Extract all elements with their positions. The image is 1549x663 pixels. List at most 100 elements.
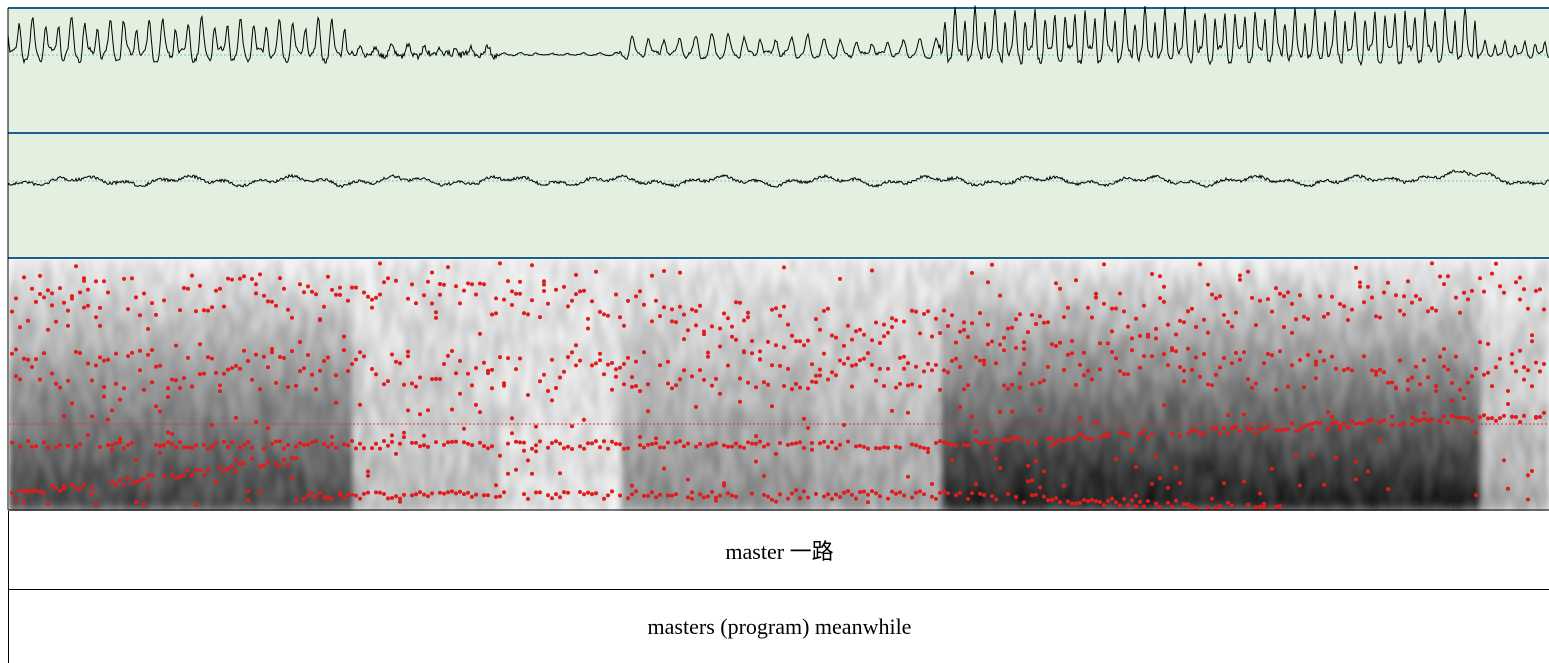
spectrogram-cell (929, 308, 933, 320)
spectrogram-cell (413, 284, 417, 296)
spectrogram-cell (733, 452, 737, 464)
spectrogram-cell (773, 380, 777, 392)
spectrogram-cell (277, 428, 281, 440)
spectrogram-cell (601, 332, 605, 344)
spectrogram-cell (317, 500, 321, 511)
spectrogram-cell (97, 452, 101, 464)
spectrogram-cell (493, 284, 497, 296)
spectrogram-cell (469, 392, 473, 404)
spectrogram-cell (169, 332, 173, 344)
spectrogram-cell (393, 260, 397, 272)
spectrogram-cell (501, 416, 505, 428)
spectrogram-cell (953, 392, 957, 404)
spectrogram-cell (613, 392, 617, 404)
spectrogram-cell (733, 428, 737, 440)
spectrogram-cell (105, 368, 109, 380)
spectrogram-cell (777, 464, 781, 476)
spectrogram-cell (289, 368, 293, 380)
spectrogram-cell (769, 392, 773, 404)
spectrogram-cell (333, 476, 337, 488)
spectrogram-cell (945, 284, 949, 296)
spectrogram-cell (125, 416, 129, 428)
spectrogram-cell (521, 380, 525, 392)
spectrogram-cell (549, 284, 553, 296)
spectrogram-cell (69, 332, 73, 344)
spectrogram-cell (753, 464, 757, 476)
spectrogram-cell (541, 488, 545, 500)
spectrogram-cell (617, 344, 621, 356)
spectrogram-cell (141, 356, 145, 368)
spectrogram-cell (237, 428, 241, 440)
spectrogram-cell (689, 476, 693, 488)
spectrogram-cell (493, 404, 497, 416)
spectrogram-cell (9, 368, 13, 380)
spectrogram-cell (541, 452, 545, 464)
spectrogram-cell (789, 296, 793, 308)
spectrogram-cell (877, 296, 881, 308)
spectrogram-cell (333, 380, 337, 392)
spectrogram-cell (137, 260, 141, 272)
spectrogram-cell (309, 392, 313, 404)
spectrogram-cell (433, 404, 437, 416)
spectrogram-cell (869, 308, 873, 320)
spectrogram-cell (353, 452, 357, 464)
spectrogram-cell (181, 392, 185, 404)
spectrogram-cell (329, 332, 333, 344)
spectrogram-cell (813, 332, 817, 344)
spectrogram-cell (533, 296, 537, 308)
spectrogram-cell (653, 392, 657, 404)
spectrogram-cell (149, 272, 153, 284)
spectrogram-cell (389, 392, 393, 404)
spectrogram-cell (409, 428, 413, 440)
spectrogram-cell (269, 332, 273, 344)
spectrogram-cell (909, 332, 913, 344)
spectrogram-cell (525, 260, 529, 272)
spectrogram-cell (781, 284, 785, 296)
spectrogram-cell (197, 488, 201, 500)
spectrogram-cell (17, 392, 21, 404)
spectrogram-cell (21, 260, 25, 272)
spectrogram-cell (593, 404, 597, 416)
spectrogram-cell (281, 380, 285, 392)
spectrogram-cell (861, 416, 865, 428)
spectrogram-cell (41, 464, 45, 476)
spectrogram-cell (277, 344, 281, 356)
spectrogram-cell (809, 392, 813, 404)
spectrogram-cell (813, 356, 817, 368)
spectrogram-cell (353, 308, 357, 320)
spectrogram-cell (441, 308, 445, 320)
spectrogram-cell (745, 476, 749, 488)
spectrogram-cell (797, 284, 801, 296)
spectrogram-cell (729, 416, 733, 428)
spectrogram-cell (821, 452, 825, 464)
spectrogram-cell (429, 500, 433, 511)
spectrogram-cell (41, 476, 45, 488)
spectrogram-cell (825, 332, 829, 344)
spectrogram-cell (365, 404, 369, 416)
spectrogram-cell (741, 380, 745, 392)
spectrogram-cell (89, 404, 93, 416)
spectrogram-cell (697, 392, 701, 404)
spectrogram-cell (253, 476, 257, 488)
spectrogram-cell (709, 260, 713, 272)
spectrogram-cell (629, 272, 633, 284)
spectrogram-cell (929, 392, 933, 404)
spectrogram-cell (9, 296, 13, 308)
spectrogram-cell (513, 308, 517, 320)
spectrogram-cell (401, 452, 405, 464)
spectrogram-cell (821, 500, 825, 511)
spectrogram-cell (901, 260, 905, 272)
spectrogram-cell (685, 344, 689, 356)
spectrogram-cell (661, 344, 665, 356)
spectrogram-cell (213, 260, 217, 272)
spectrogram-cell (189, 332, 193, 344)
spectrogram-cell (841, 260, 845, 272)
spectrogram-cell (757, 308, 761, 320)
spectrogram-cell (145, 260, 149, 272)
spectrogram-cell (353, 320, 357, 332)
spectrogram-cell (161, 332, 165, 344)
spectrogram-cell (409, 452, 413, 464)
spectrogram-cell (661, 416, 665, 428)
spectrogram-cell (365, 356, 369, 368)
spectrogram-cell (433, 296, 437, 308)
